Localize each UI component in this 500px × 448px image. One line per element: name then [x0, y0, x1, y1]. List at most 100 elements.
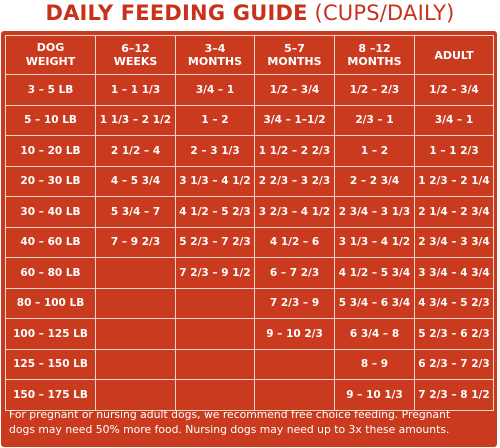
amount-cell: 5 2/3 – 6 2/3	[414, 318, 494, 350]
title-unit: (CUPS/DAILY)	[314, 1, 455, 25]
amount-cell: 4 1/2 – 5 2/3	[175, 196, 255, 228]
amount-cell	[95, 348, 176, 380]
amount-cell	[254, 348, 335, 380]
amount-cell	[175, 379, 255, 411]
amount-cell: 6 2/3 – 7 2/3	[414, 348, 494, 380]
amount-cell: 1 1/3 – 2 1/2	[95, 104, 176, 136]
footnote: For pregnant or nursing adult dogs, we r…	[9, 407, 493, 437]
table-row: 60 – 80 LB 7 2/3 – 9 1/2 6 – 7 2/3 4 1/2 – …	[5, 257, 494, 289]
amount-cell: 1 – 2	[334, 135, 415, 167]
amount-cell: 2 1/2 – 4	[95, 135, 176, 167]
weight-cell: 3 – 5 LB	[5, 74, 96, 106]
column-header: 5–7 MONTHS	[254, 35, 335, 75]
weight-cell: 60 – 80 LB	[5, 257, 96, 289]
amount-cell	[95, 287, 176, 319]
footnote-line-2: dogs may need 50% more food. Nursing dog…	[9, 423, 450, 436]
amount-cell: 7 2/3 – 8 1/2	[414, 379, 494, 411]
amount-cell: 7 2/3 – 9 1/2	[175, 257, 255, 289]
amount-cell: 3/4 – 1	[175, 74, 255, 106]
amount-cell: 9 – 10 2/3	[254, 318, 335, 350]
table-row: 40 – 60 LB 7 – 9 2/3 5 2/3 – 7 2/3 4 1/2 – …	[5, 226, 494, 258]
feeding-guide-panel: DOG WEIGHT 6–12 WEEKS 3–4 MONTHS 5–7 MONTHS 8 –1…	[1, 31, 497, 447]
amount-cell: 2 3/4 – 3 1/3	[334, 196, 415, 228]
feeding-table: DOG WEIGHT 6–12 WEEKS 3–4 MONTHS 5–7 MONTHS 8 –1…	[5, 35, 494, 411]
amount-cell: 5 2/3 – 7 2/3	[175, 226, 255, 258]
amount-cell: 3 3/4 – 4 3/4	[414, 257, 494, 289]
amount-cell: 2 – 3 1/3	[175, 135, 255, 167]
amount-cell: 6 – 7 2/3	[254, 257, 335, 289]
amount-cell: 7 2/3 – 9	[254, 287, 335, 319]
column-header: 3–4 MONTHS	[175, 35, 255, 75]
column-header-line: MONTHS	[347, 55, 402, 68]
amount-cell	[175, 348, 255, 380]
column-header-line: ADULT	[434, 48, 474, 62]
amount-cell: 3/4 – 1	[414, 104, 494, 136]
column-header-line: MONTHS	[267, 55, 322, 68]
amount-cell: 8 – 9	[334, 348, 415, 380]
amount-cell: 2 2/3 – 3 2/3	[254, 165, 335, 197]
amount-cell: 1/2 – 3/4	[414, 74, 494, 106]
column-header: DOG WEIGHT	[5, 35, 96, 75]
amount-cell: 2 1/4 – 2 3/4	[414, 196, 494, 228]
title-main: DAILY FEEDING GUIDE	[45, 1, 308, 25]
weight-cell: 30 – 40 LB	[5, 196, 96, 228]
amount-cell	[175, 318, 255, 350]
amount-cell: 1/2 – 2/3	[334, 74, 415, 106]
page-title: DAILY FEEDING GUIDE (CUPS/DAILY)	[0, 0, 500, 28]
amount-cell: 3 1/3 – 4 1/2	[175, 165, 255, 197]
column-header-line: 3–4	[204, 42, 226, 55]
header-row: DOG WEIGHT 6–12 WEEKS 3–4 MONTHS 5–7 MONTHS 8 –1…	[5, 35, 494, 75]
table-row: 150 – 175 LB 9 – 10 1/3 7 2/3 – 8 1/2	[5, 379, 494, 411]
column-header-line: MONTHS	[187, 55, 243, 68]
amount-cell: 4 3/4 – 5 2/3	[414, 287, 494, 319]
amount-cell: 1 – 1 2/3	[414, 135, 494, 167]
column-header-line: WEEKS	[113, 55, 158, 68]
amount-cell: 9 – 10 1/3	[334, 379, 415, 411]
amount-cell: 5 3/4 – 7	[95, 196, 176, 228]
column-header-line: 5–7	[284, 42, 305, 55]
table-body: 3 – 5 LB 1 – 1 1/3 3/4 – 1 1/2 – 3/4 1/2 – 2…	[5, 74, 494, 411]
amount-cell: 2 3/4 – 3 3/4	[414, 226, 494, 258]
amount-cell: 1 – 2	[175, 104, 255, 136]
amount-cell: 1 2/3 – 2 1/4	[414, 165, 494, 197]
weight-cell: 125 – 150 LB	[5, 348, 96, 380]
column-header: 6–12 WEEKS	[95, 35, 176, 75]
column-header: ADULT	[414, 35, 494, 75]
table-row: 20 – 30 LB 4 – 5 3/4 3 1/3 – 4 1/2 2 2/3 – …	[5, 165, 494, 197]
amount-cell	[254, 379, 335, 411]
amount-cell: 1 1/2 – 2 2/3	[254, 135, 335, 167]
table-row: 5 – 10 LB 1 1/3 – 2 1/2 1 – 2 3/4 – 1–1/2 2/…	[5, 104, 494, 136]
column-header: 8 –12 MONTHS	[334, 35, 415, 75]
column-header-line: 8 –12	[358, 42, 391, 55]
weight-cell: 20 – 30 LB	[5, 165, 96, 197]
amount-cell: 3/4 – 1–1/2	[254, 104, 335, 136]
weight-cell: 5 – 10 LB	[5, 104, 96, 136]
column-header-line: 6–12	[121, 42, 150, 55]
amount-cell	[175, 287, 255, 319]
amount-cell: 7 – 9 2/3	[95, 226, 176, 258]
weight-cell: 100 – 125 LB	[5, 318, 96, 350]
footnote-line-1: For pregnant or nursing adult dogs, we r…	[9, 408, 451, 421]
column-header-line: DOG	[36, 41, 65, 54]
amount-cell	[95, 379, 176, 411]
amount-cell: 2/3 – 1	[334, 104, 415, 136]
amount-cell: 3 1/3 – 4 1/2	[334, 226, 415, 258]
amount-cell: 4 1/2 – 6	[254, 226, 335, 258]
amount-cell: 1 – 1 1/3	[95, 74, 176, 106]
amount-cell: 4 – 5 3/4	[95, 165, 176, 197]
amount-cell: 6 3/4 – 8	[334, 318, 415, 350]
amount-cell: 3 2/3 – 4 1/2	[254, 196, 335, 228]
amount-cell: 4 1/2 – 5 3/4	[334, 257, 415, 289]
weight-cell: 80 – 100 LB	[5, 287, 96, 319]
amount-cell	[95, 257, 176, 289]
amount-cell: 5 3/4 – 6 3/4	[334, 287, 415, 319]
amount-cell	[95, 318, 176, 350]
table-row: 3 – 5 LB 1 – 1 1/3 3/4 – 1 1/2 – 3/4 1/2 – 2…	[5, 74, 494, 106]
weight-cell: 150 – 175 LB	[5, 379, 96, 411]
weight-cell: 10 – 20 LB	[5, 135, 96, 167]
column-header-line: WEIGHT	[25, 55, 76, 68]
